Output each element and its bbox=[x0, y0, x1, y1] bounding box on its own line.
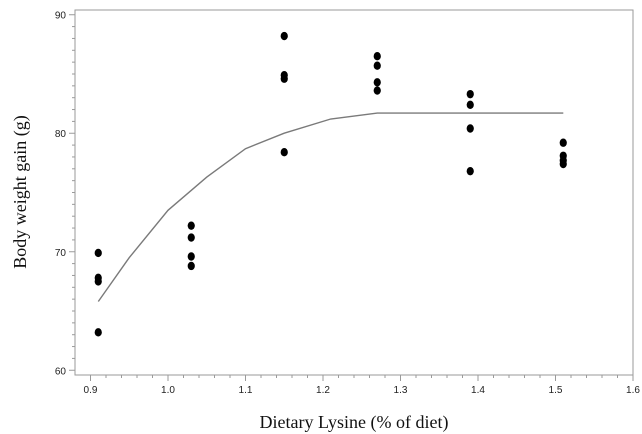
data-point bbox=[373, 61, 381, 70]
data-point bbox=[187, 221, 195, 230]
x-tick-label: 1.2 bbox=[316, 385, 330, 396]
y-tick-label: 90 bbox=[55, 11, 67, 22]
data-point bbox=[94, 248, 102, 258]
x-axis-label: Dietary Lysine (% of diet) bbox=[260, 412, 449, 433]
data-point bbox=[373, 86, 381, 95]
data-point bbox=[373, 52, 381, 61]
data-point bbox=[466, 124, 474, 133]
x-tick-label: 1.3 bbox=[394, 385, 408, 396]
y-axis-label: Body weight gain (g) bbox=[10, 115, 31, 268]
x-tick-label: 1.6 bbox=[626, 385, 640, 396]
y-tick-label: 80 bbox=[55, 129, 67, 140]
y-tick-label: 60 bbox=[55, 366, 67, 377]
x-tick-label: 1.0 bbox=[161, 385, 175, 396]
fitted-curve bbox=[97, 112, 564, 302]
data-point bbox=[559, 159, 567, 169]
x-tick-label: 0.9 bbox=[84, 385, 98, 396]
plot-frame bbox=[74, 9, 634, 376]
x-tick-label: 1.5 bbox=[549, 385, 563, 396]
data-point bbox=[559, 138, 567, 147]
data-point bbox=[187, 233, 195, 242]
x-tick-label: 1.4 bbox=[471, 385, 485, 396]
data-point bbox=[466, 166, 474, 176]
y-tick-label: 70 bbox=[55, 248, 67, 259]
data-point bbox=[187, 261, 195, 271]
data-point bbox=[94, 328, 102, 337]
data-point bbox=[373, 78, 381, 87]
data-point bbox=[466, 89, 474, 99]
data-point bbox=[187, 252, 195, 261]
data-point bbox=[466, 100, 474, 110]
x-tick-label: 1.1 bbox=[239, 385, 253, 396]
data-point bbox=[94, 277, 102, 286]
data-point bbox=[280, 74, 288, 83]
data-point bbox=[280, 31, 288, 41]
data-point bbox=[280, 148, 288, 157]
